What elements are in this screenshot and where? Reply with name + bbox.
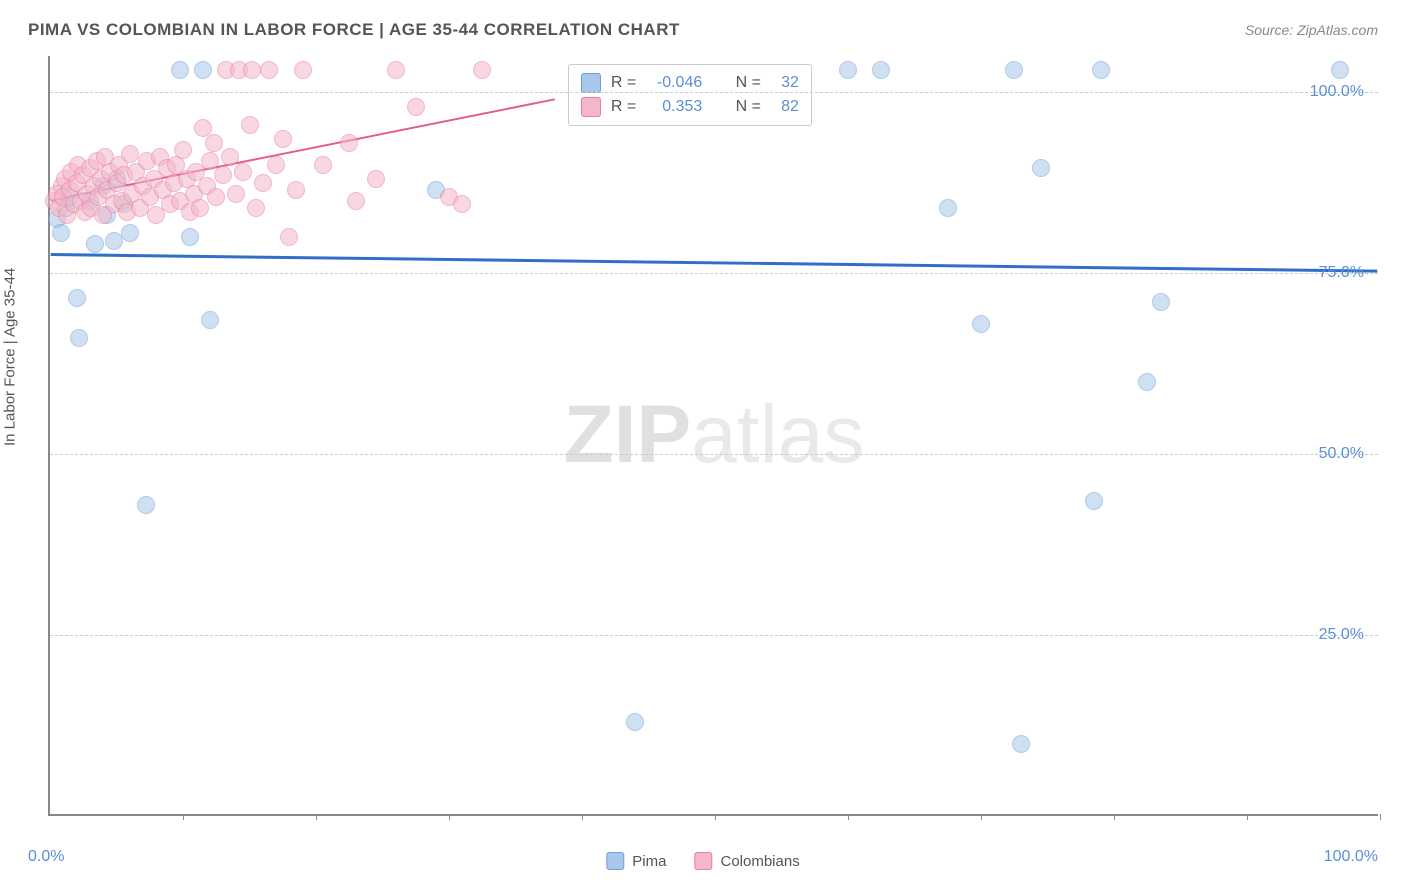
data-point	[1012, 735, 1030, 753]
data-point	[137, 496, 155, 514]
data-point	[1331, 61, 1349, 79]
data-point	[171, 61, 189, 79]
stats-swatch	[581, 97, 601, 117]
data-point	[387, 61, 405, 79]
data-point	[473, 61, 491, 79]
gridline-h	[50, 273, 1378, 274]
x-tick	[848, 814, 849, 820]
chart-title: PIMA VS COLOMBIAN IN LABOR FORCE | AGE 3…	[28, 20, 680, 40]
data-point	[267, 156, 285, 174]
legend-swatch	[606, 852, 624, 870]
legend-bottom: Pima Colombians	[606, 852, 799, 870]
gridline-h	[50, 635, 1378, 636]
data-point	[294, 61, 312, 79]
stats-r-label: R =	[611, 74, 636, 92]
data-point	[194, 61, 212, 79]
x-tick	[316, 814, 317, 820]
data-point	[972, 315, 990, 333]
data-point	[1092, 61, 1110, 79]
data-point	[839, 61, 857, 79]
data-point	[407, 98, 425, 116]
x-tick	[715, 814, 716, 820]
y-tick-label: 100.0%	[1310, 83, 1364, 101]
data-point	[241, 116, 259, 134]
chart-container: PIMA VS COLOMBIAN IN LABOR FORCE | AGE 3…	[0, 0, 1406, 892]
gridline-h	[50, 454, 1378, 455]
stats-box: R = -0.046 N = 32 R = 0.353 N = 82	[568, 64, 812, 126]
x-tick	[449, 814, 450, 820]
data-point	[121, 145, 139, 163]
gridline-h	[50, 92, 1378, 93]
data-point	[234, 163, 252, 181]
data-point	[254, 174, 272, 192]
data-point	[227, 185, 245, 203]
stats-n-value: 82	[771, 98, 799, 116]
data-point	[939, 199, 957, 217]
y-tick-label: 50.0%	[1319, 445, 1364, 463]
data-point	[205, 134, 223, 152]
data-point	[872, 61, 890, 79]
data-point	[1005, 61, 1023, 79]
data-point	[314, 156, 332, 174]
legend-swatch	[694, 852, 712, 870]
plot-area: ZIPatlas R =-0.046 N =32R =0.353 N =82 2…	[48, 56, 1378, 816]
legend-label: Colombians	[720, 853, 799, 870]
data-point	[214, 166, 232, 184]
data-point	[347, 192, 365, 210]
stats-r-value: 0.353	[646, 98, 702, 116]
x-tick	[1380, 814, 1381, 820]
data-point	[207, 188, 225, 206]
data-point	[121, 224, 139, 242]
stats-n-value: 32	[771, 74, 799, 92]
data-point	[243, 61, 261, 79]
data-point	[201, 152, 219, 170]
data-point	[201, 311, 219, 329]
data-point	[1085, 492, 1103, 510]
data-point	[52, 224, 70, 242]
trend-line	[51, 255, 1378, 272]
data-point	[367, 170, 385, 188]
data-point	[1138, 373, 1156, 391]
stats-n-label: N =	[736, 74, 761, 92]
legend-item: Pima	[606, 852, 666, 870]
y-axis-title: In Labor Force | Age 35-44	[2, 268, 19, 446]
data-point	[191, 199, 209, 217]
stats-row: R = -0.046 N = 32	[581, 71, 799, 95]
x-axis-max-label: 100.0%	[1324, 848, 1378, 866]
data-point	[626, 713, 644, 731]
x-tick	[582, 814, 583, 820]
x-tick	[183, 814, 184, 820]
data-point	[1152, 293, 1170, 311]
data-point	[280, 228, 298, 246]
y-tick-label: 75.0%	[1319, 264, 1364, 282]
x-tick	[981, 814, 982, 820]
stats-swatch	[581, 73, 601, 93]
data-point	[1032, 159, 1050, 177]
y-tick-label: 25.0%	[1319, 626, 1364, 644]
x-axis-min-label: 0.0%	[28, 848, 64, 866]
data-point	[181, 228, 199, 246]
data-point	[221, 148, 239, 166]
data-point	[174, 141, 192, 159]
legend-item: Colombians	[694, 852, 799, 870]
data-point	[274, 130, 292, 148]
data-point	[287, 181, 305, 199]
stats-row: R = 0.353 N = 82	[581, 95, 799, 119]
stats-r-label: R =	[611, 98, 636, 116]
data-point	[453, 195, 471, 213]
source-label: Source: ZipAtlas.com	[1245, 22, 1378, 38]
x-tick	[1247, 814, 1248, 820]
data-point	[70, 329, 88, 347]
data-point	[247, 199, 265, 217]
data-point	[340, 134, 358, 152]
data-point	[86, 235, 104, 253]
stats-n-label: N =	[736, 98, 761, 116]
data-point	[68, 289, 86, 307]
stats-r-value: -0.046	[646, 74, 702, 92]
data-point	[260, 61, 278, 79]
legend-label: Pima	[632, 853, 666, 870]
x-tick	[1114, 814, 1115, 820]
